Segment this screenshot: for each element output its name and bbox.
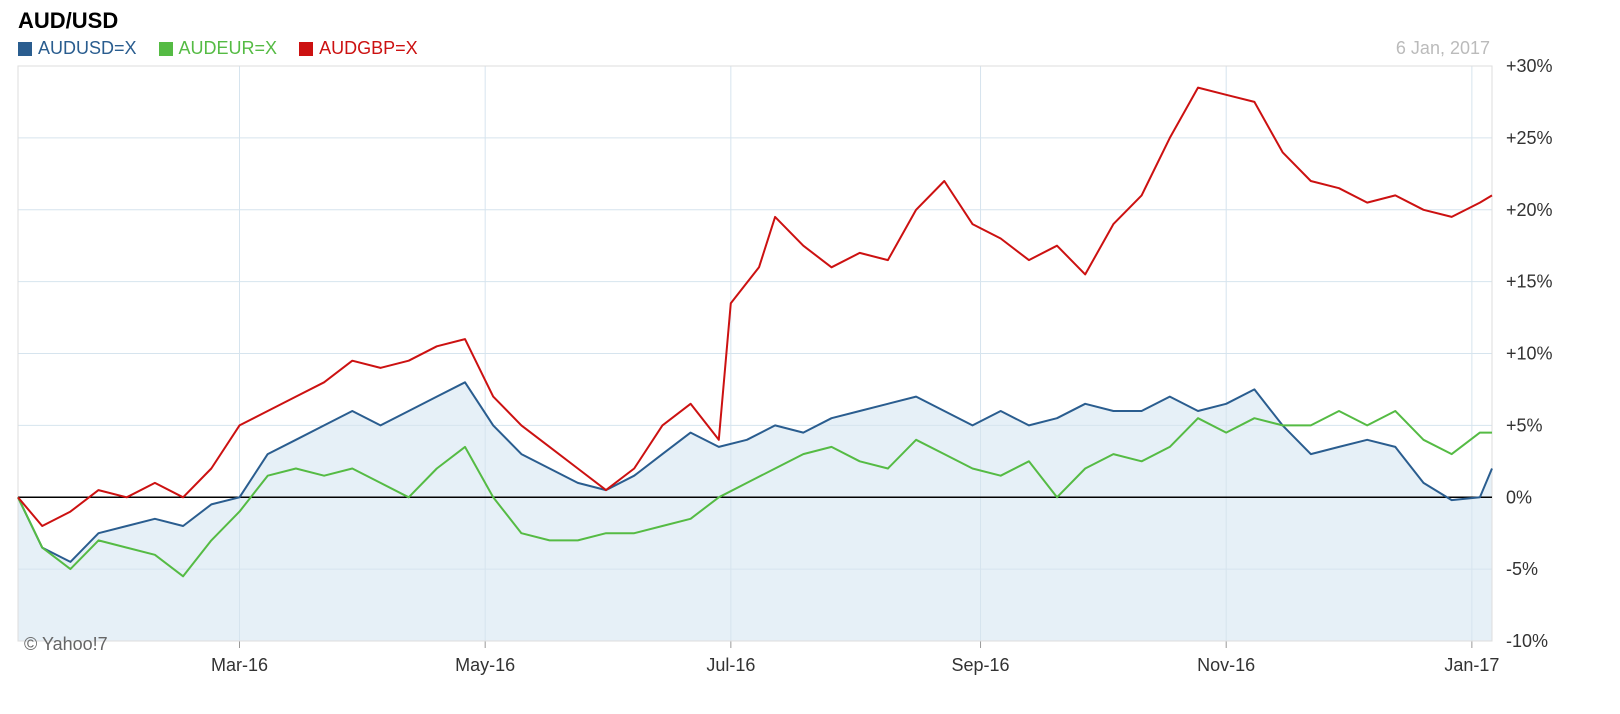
legend-swatch-audusd	[18, 41, 32, 56]
x-tick-label: May-16	[455, 655, 515, 675]
y-tick-label: 0%	[1506, 487, 1532, 507]
legend-item-audeur[interactable]: AUDEUR=X	[158, 38, 278, 59]
y-tick-label: +5%	[1506, 415, 1543, 435]
series-area-0	[18, 382, 1492, 641]
x-tick-label: Nov-16	[1197, 655, 1255, 675]
y-tick-label: +30%	[1506, 56, 1553, 76]
legend-label-audeur: AUDEUR=X	[178, 38, 278, 58]
legend-swatch-audgbp	[299, 41, 314, 56]
x-tick-label: Jan-17	[1444, 655, 1499, 675]
legend-item-audgbp[interactable]: AUDGBP=X	[299, 38, 418, 59]
legend: AUDUSD=X AUDEUR=X AUDGBP=X	[18, 38, 418, 59]
credit-text: © Yahoo!7	[24, 634, 108, 654]
series-line-audgbpx	[17, 86, 1493, 527]
legend-label-audusd: AUDUSD=X	[38, 38, 137, 58]
y-tick-label: +20%	[1506, 200, 1553, 220]
plot-border	[17, 65, 1493, 642]
y-tick-label: -10%	[1506, 631, 1548, 651]
date-label: 6 Jan, 2017	[1395, 38, 1490, 58]
chart-title: AUD/USD	[18, 8, 119, 33]
series-line-audusdx	[17, 381, 1493, 563]
legend-swatch-audeur	[158, 41, 173, 56]
x-tick-label: Sep-16	[952, 655, 1010, 675]
legend-label-audgbp: AUDGBP=X	[319, 38, 418, 58]
y-tick-label: +10%	[1506, 344, 1553, 364]
legend-item-audusd[interactable]: AUDUSD=X	[18, 38, 137, 59]
y-tick-label: +25%	[1506, 128, 1553, 148]
y-tick-label: -5%	[1506, 559, 1538, 579]
series-line-audeurx	[17, 410, 1492, 578]
x-tick-label: Jul-16	[706, 655, 755, 675]
x-tick-label: Mar-16	[211, 655, 268, 675]
y-tick-label: +15%	[1506, 272, 1553, 292]
